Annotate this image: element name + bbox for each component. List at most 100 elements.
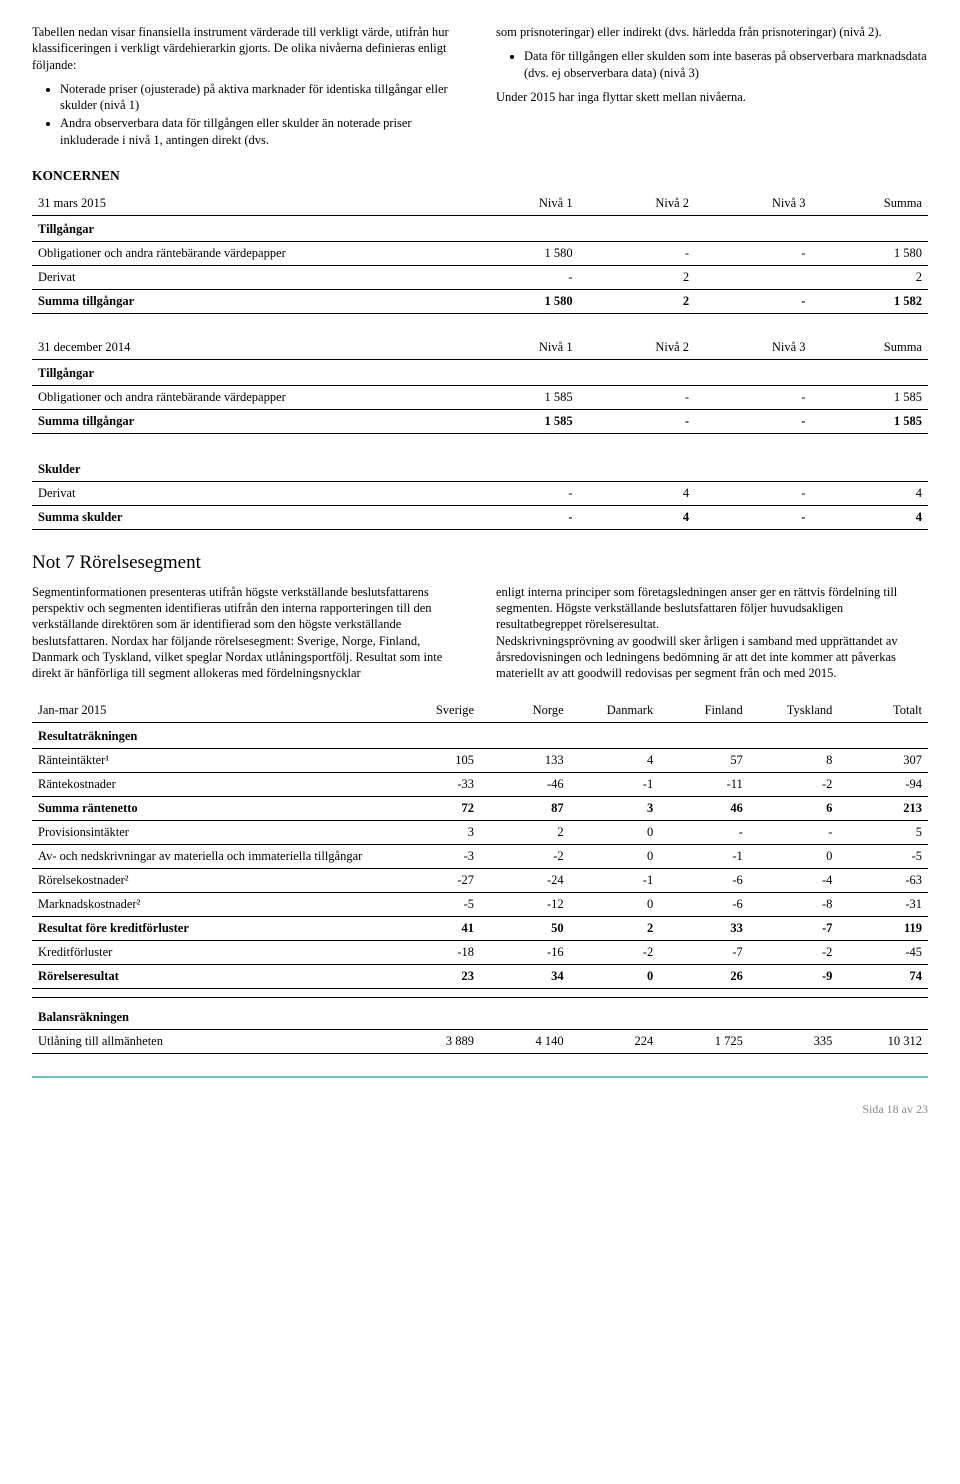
t3-tot-sum: 4 <box>812 505 928 529</box>
seg-rorres-se: 23 <box>390 965 480 989</box>
seg-h-fi: Finland <box>659 699 749 723</box>
t1-r1-n1: 1 580 <box>462 241 578 265</box>
t1-tot-n1: 1 580 <box>462 289 578 313</box>
t1-r2-n1: - <box>462 265 578 289</box>
seg-ranteint-label: Ränteintäkter¹ <box>32 749 390 773</box>
t1-h-sum: Summa <box>812 192 928 216</box>
seg-prov-dk: 0 <box>570 821 660 845</box>
not7-left: Segmentinformationen presenteras utifrån… <box>32 584 464 682</box>
intro-right-p2: Under 2015 har inga flyttar skett mellan… <box>496 89 928 105</box>
seg-resfore-dk: 2 <box>570 917 660 941</box>
intro-left-bullets: Noterade priser (ojusterade) på aktiva m… <box>32 81 464 148</box>
seg-avned-de: 0 <box>749 845 839 869</box>
t1-r2-n2: 2 <box>579 265 695 289</box>
not7-right: enligt interna principer som företagsled… <box>496 584 928 682</box>
t3-r1-n1: - <box>462 481 578 505</box>
seg-rorkost-fi: -6 <box>659 869 749 893</box>
koncernen-heading: KONCERNEN <box>32 168 928 184</box>
t1-r1-n3: - <box>695 241 811 265</box>
intro-left: Tabellen nedan visar finansiella instrum… <box>32 24 464 150</box>
seg-rorkost-dk: -1 <box>570 869 660 893</box>
t2-tot-sum: 1 585 <box>812 409 928 433</box>
seg-rantekost-tot: -94 <box>838 773 928 797</box>
t1-tot-n3: - <box>695 289 811 313</box>
seg-rantekost-dk: -1 <box>570 773 660 797</box>
seg-prov-no: 2 <box>480 821 570 845</box>
t2-r1-n3: - <box>695 385 811 409</box>
seg-rorkost-de: -4 <box>749 869 839 893</box>
seg-sumrante-no: 87 <box>480 797 570 821</box>
not7-heading: Not 7 Rörelsesegment <box>32 552 928 574</box>
t1-h-n1: Nivå 1 <box>462 192 578 216</box>
seg-resfore-se: 41 <box>390 917 480 941</box>
intro-left-b1: Noterade priser (ojusterade) på aktiva m… <box>60 81 464 114</box>
seg-rorkost-se: -27 <box>390 869 480 893</box>
seg-bal-se: 3 889 <box>390 1030 480 1054</box>
seg-ranteint-dk: 4 <box>570 749 660 773</box>
intro-right-bullets: Data för tillgången eller skulden som in… <box>496 48 928 81</box>
t1-date: 31 mars 2015 <box>32 192 462 216</box>
t1-h-n2: Nivå 2 <box>579 192 695 216</box>
seg-ranteint-tot: 307 <box>838 749 928 773</box>
t1-tot-label: Summa tillgångar <box>32 289 462 313</box>
seg-resfore-fi: 33 <box>659 917 749 941</box>
seg-ranteint-fi: 57 <box>659 749 749 773</box>
seg-marknad-tot: -31 <box>838 893 928 917</box>
t2-tot-n3: - <box>695 409 811 433</box>
seg-avned-fi: -1 <box>659 845 749 869</box>
seg-bal-de: 335 <box>749 1030 839 1054</box>
seg-h-se: Sverige <box>390 699 480 723</box>
t1-r1-sum: 1 580 <box>812 241 928 265</box>
seg-rorkost-no: -24 <box>480 869 570 893</box>
seg-rorkost-tot: -63 <box>838 869 928 893</box>
seg-kredit-no: -16 <box>480 941 570 965</box>
t1-h-n3: Nivå 3 <box>695 192 811 216</box>
seg-sumrante-fi: 46 <box>659 797 749 821</box>
t2-r1-label: Obligationer och andra räntebärande värd… <box>32 385 462 409</box>
seg-rorres-dk: 0 <box>570 965 660 989</box>
seg-bal-fi: 1 725 <box>659 1030 749 1054</box>
table-segment: Jan-mar 2015 Sverige Norge Danmark Finla… <box>32 699 928 1054</box>
page-footer: Sida 18 av 23 <box>32 1102 928 1117</box>
seg-bal-no: 4 140 <box>480 1030 570 1054</box>
seg-kredit-dk: -2 <box>570 941 660 965</box>
seg-sumrante-se: 72 <box>390 797 480 821</box>
seg-rantekost-no: -46 <box>480 773 570 797</box>
seg-marknad-se: -5 <box>390 893 480 917</box>
intro-left-p1: Tabellen nedan visar finansiella instrum… <box>32 25 449 72</box>
seg-kredit-label: Kreditförluster <box>32 941 390 965</box>
t2-h-n2: Nivå 2 <box>579 336 695 360</box>
seg-avned-tot: -5 <box>838 845 928 869</box>
seg-kredit-fi: -7 <box>659 941 749 965</box>
seg-h-no: Norge <box>480 699 570 723</box>
seg-marknad-label: Marknadskostnader² <box>32 893 390 917</box>
seg-rorres-de: -9 <box>749 965 839 989</box>
t2-tot-label: Summa tillgångar <box>32 409 462 433</box>
seg-h-de: Tyskland <box>749 699 839 723</box>
t2-h-n3: Nivå 3 <box>695 336 811 360</box>
t1-tillgangar: Tillgångar <box>32 215 462 241</box>
seg-bal-tot: 10 312 <box>838 1030 928 1054</box>
t1-r2-label: Derivat <box>32 265 462 289</box>
seg-ranteint-se: 105 <box>390 749 480 773</box>
seg-ranteint-de: 8 <box>749 749 839 773</box>
t1-r2-n3 <box>695 265 811 289</box>
seg-marknad-dk: 0 <box>570 893 660 917</box>
seg-marknad-no: -12 <box>480 893 570 917</box>
seg-sumrante-label: Summa räntenetto <box>32 797 390 821</box>
seg-h-tot: Totalt <box>838 699 928 723</box>
seg-resfore-tot: 119 <box>838 917 928 941</box>
t1-tot-sum: 1 582 <box>812 289 928 313</box>
seg-res-label: Resultaträkningen <box>32 723 390 749</box>
t3-tot-n1: - <box>462 505 578 529</box>
t2-tot-n2: - <box>579 409 695 433</box>
seg-prov-se: 3 <box>390 821 480 845</box>
seg-avned-se: -3 <box>390 845 480 869</box>
seg-rantekost-fi: -11 <box>659 773 749 797</box>
seg-rorkost-label: Rörelsekostnader² <box>32 869 390 893</box>
intro-left-b2: Andra observerbara data för tillgången e… <box>60 115 464 148</box>
intro-right-b1: Data för tillgången eller skulden som in… <box>524 48 928 81</box>
t2-r1-n1: 1 585 <box>462 385 578 409</box>
seg-marknad-fi: -6 <box>659 893 749 917</box>
seg-avned-label: Av- och nedskrivningar av materiella och… <box>32 845 390 869</box>
